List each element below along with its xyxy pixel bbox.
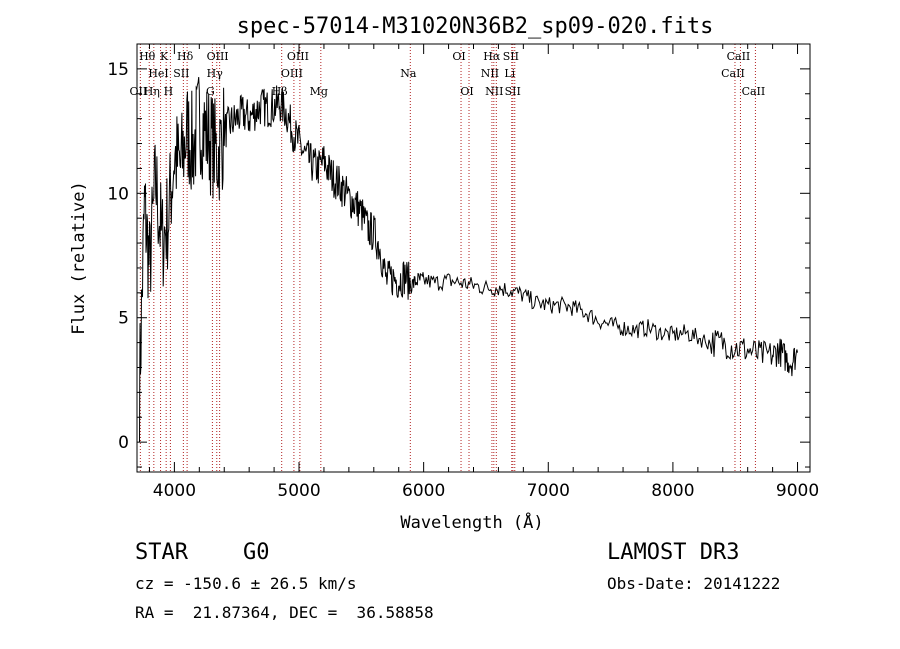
x-tick-label: 5000	[277, 481, 320, 501]
y-tick-label: 0	[118, 433, 129, 453]
line-marker-label: Hγ	[207, 67, 224, 80]
obs-date: Obs-Date: 20141222	[607, 574, 781, 593]
line-marker-label: NII	[481, 67, 499, 80]
velocity-readout: cz = -150.6 ± 26.5 km/s	[135, 574, 357, 593]
line-marker-label: CaII	[727, 50, 751, 63]
x-axis-label: Wavelength (Å)	[400, 511, 543, 533]
line-marker-label: HeI	[148, 67, 168, 80]
x-tick-label: 4000	[153, 481, 196, 501]
survey-name: LAMOST DR3	[607, 540, 740, 565]
line-marker-label: SII	[503, 50, 519, 63]
line-marker-label: OII	[130, 85, 148, 98]
line-marker-label: Hα	[483, 50, 501, 63]
x-tick-label: 9000	[776, 481, 819, 501]
y-tick-label: 10	[107, 184, 129, 204]
x-tick-label: 8000	[651, 481, 694, 501]
subclass: G0	[243, 540, 270, 565]
line-marker-label: SII	[505, 85, 521, 98]
x-tick-label: 6000	[402, 481, 445, 501]
y-axis-label: Flux (relative)	[69, 181, 89, 335]
line-marker-labels: OII Hθ Hη HeI K H SII Hδ Hγ G OIII Hβ OIII OIII Mg Na OI…	[130, 50, 766, 98]
line-marker-label: CaII	[742, 85, 766, 98]
line-markers	[139, 44, 756, 472]
line-marker-label: K	[160, 50, 169, 63]
line-marker-label: Na	[400, 67, 417, 80]
series-line-spectrum	[139, 76, 798, 443]
data-series	[139, 76, 798, 443]
line-marker-label: CaII	[721, 67, 745, 80]
coordinates: RA = 21.87364, DEC = 36.58858	[135, 603, 434, 622]
line-marker-label: OI	[460, 85, 473, 98]
line-marker-label: OIII	[287, 50, 309, 63]
line-marker-label: OIII	[207, 50, 229, 63]
line-marker-label: Mg	[310, 85, 328, 98]
line-marker-label: NII	[485, 85, 503, 98]
line-marker-label: H	[164, 85, 174, 98]
y-tick-label: 15	[107, 60, 129, 80]
y-tick-label: 5	[118, 309, 129, 329]
x-axis-ticks: 4000 5000 6000 7000 8000 9000	[148, 44, 819, 501]
chart-title: spec-57014-M31020N36B2_sp09-020.fits	[237, 14, 714, 39]
line-marker-label: SII	[173, 67, 189, 80]
line-marker-label: Hθ	[139, 50, 156, 63]
y-axis-ticks: 0 5 10 15	[107, 60, 810, 468]
line-marker-label: Hη	[144, 85, 160, 98]
line-marker-label: Hδ	[177, 50, 194, 63]
plot-frame	[136, 43, 811, 473]
object-type: STAR	[135, 540, 188, 565]
line-marker-label: G	[206, 85, 215, 98]
line-marker-label: Hβ	[272, 85, 288, 98]
line-marker-label: Li	[504, 67, 515, 80]
x-tick-label: 7000	[527, 481, 570, 501]
line-marker-label: OIII	[281, 67, 303, 80]
line-marker-label: OI	[452, 50, 465, 63]
